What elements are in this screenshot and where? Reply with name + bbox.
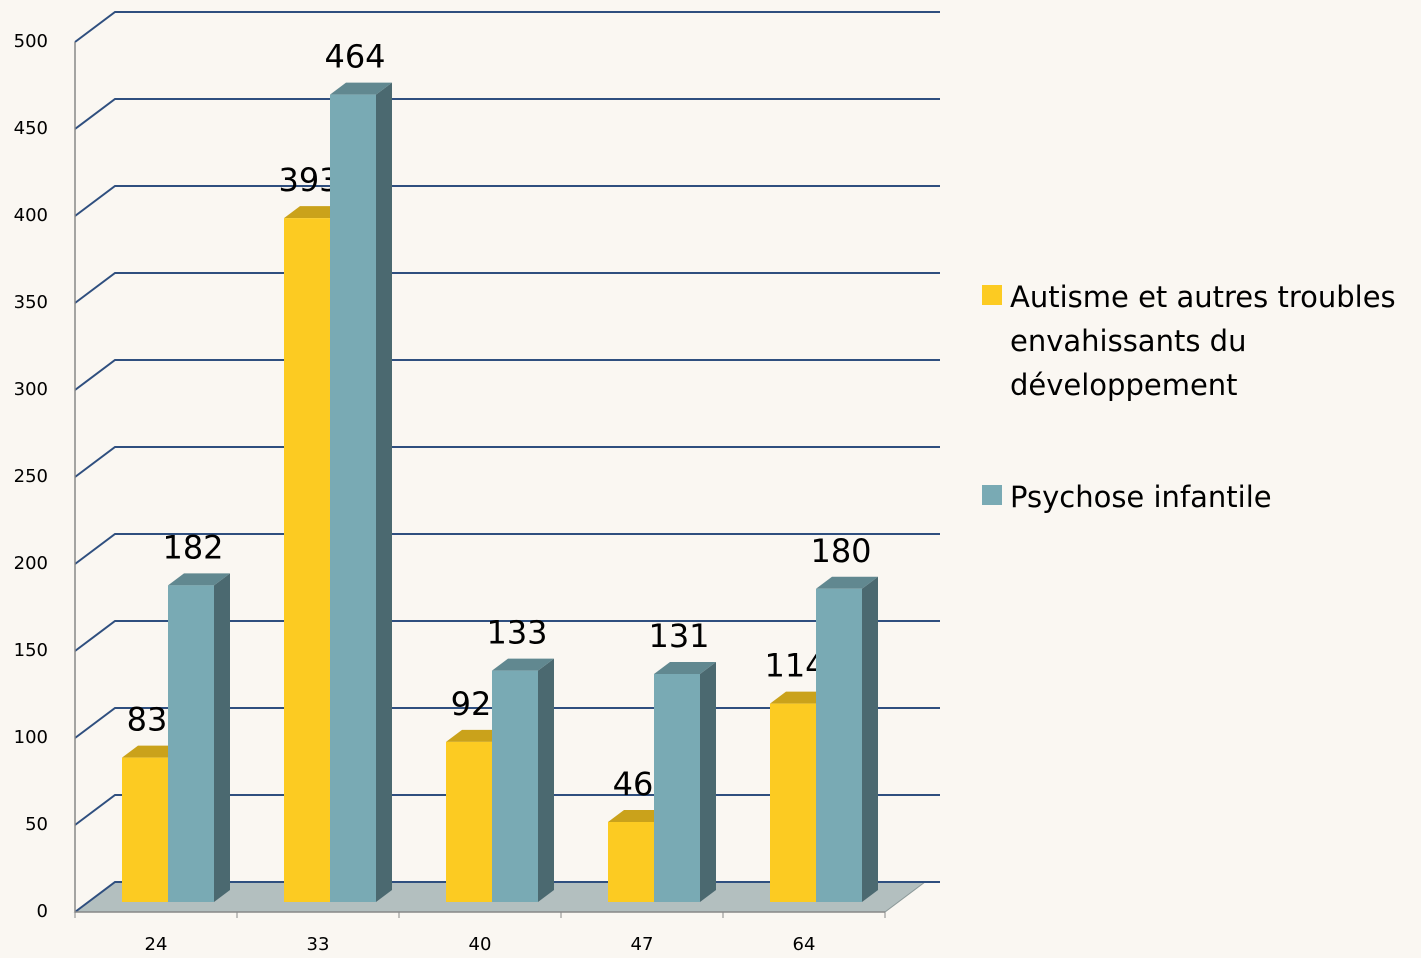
y-tick-label: 50 <box>25 814 48 835</box>
y-tick-label: 400 <box>14 205 48 226</box>
y-tick-label: 200 <box>14 553 48 574</box>
grid-line <box>74 98 940 130</box>
data-label: 464 <box>324 38 385 76</box>
bar-top <box>654 662 716 675</box>
bar-top <box>492 658 554 671</box>
bar-side <box>862 576 878 902</box>
bar-top <box>330 82 392 95</box>
y-tick-label: 150 <box>14 640 48 661</box>
legend-swatch <box>982 485 1002 505</box>
grid-line <box>74 359 940 391</box>
bar-front <box>770 703 816 902</box>
bar-side <box>700 662 716 902</box>
grid-line <box>74 620 940 652</box>
data-label: 182 <box>162 528 223 566</box>
bar <box>330 82 392 902</box>
bar-front <box>492 670 538 902</box>
data-label: 92 <box>451 685 492 723</box>
bar-side <box>376 82 392 902</box>
x-tick-label: 47 <box>631 934 654 955</box>
y-tick-label: 250 <box>14 466 48 487</box>
bar-top <box>168 573 230 586</box>
y-tick-label: 0 <box>37 901 48 922</box>
grid-line <box>74 185 940 217</box>
y-tick-label: 100 <box>14 727 48 748</box>
data-label: 83 <box>127 701 168 739</box>
bar-front <box>284 218 330 902</box>
grid-line <box>74 272 940 304</box>
grid-line <box>74 446 940 478</box>
x-tick-label: 24 <box>145 934 168 955</box>
data-label: 46 <box>613 765 654 803</box>
y-tick-label: 350 <box>14 292 48 313</box>
data-label: 180 <box>810 532 871 570</box>
legend-label: Autisme et autres troubles envahissants … <box>1010 280 1396 402</box>
y-tick-label: 500 <box>14 31 48 52</box>
data-label: 393 <box>278 161 339 199</box>
y-tick-label: 300 <box>14 379 48 400</box>
bar-front <box>330 94 376 902</box>
bar-front <box>608 821 654 902</box>
legend-swatch <box>982 285 1002 305</box>
data-label: 133 <box>486 614 547 652</box>
bar <box>168 573 230 902</box>
data-label: 131 <box>648 617 709 655</box>
grid-line <box>74 533 940 565</box>
bar-front <box>816 588 862 902</box>
x-tick-label: 33 <box>307 934 330 955</box>
bar-side <box>538 658 554 902</box>
x-tick-label: 40 <box>469 934 492 955</box>
x-tick-label: 64 <box>793 934 816 955</box>
bar <box>492 658 554 902</box>
bar-side <box>214 573 230 902</box>
bar <box>816 576 878 902</box>
legend-label: Psychose infantile <box>1010 480 1272 514</box>
bar-front <box>446 741 492 902</box>
grid-line <box>74 11 940 43</box>
bar <box>654 662 716 902</box>
bar-front <box>168 585 214 902</box>
bar-front <box>122 757 168 902</box>
bar-front <box>654 674 700 902</box>
bar-top <box>816 576 878 589</box>
data-label: 114 <box>764 647 825 685</box>
y-tick-label: 450 <box>14 118 48 139</box>
